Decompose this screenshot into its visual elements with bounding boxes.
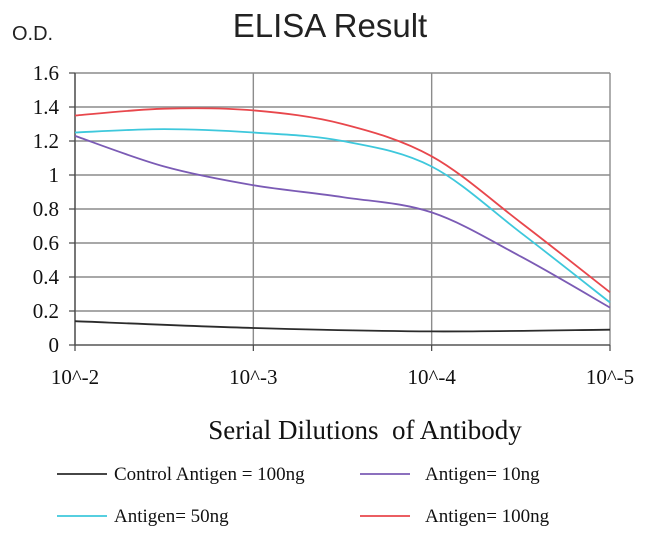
series-line-1: [74, 320, 611, 333]
y-tick-label: 0.6: [33, 231, 59, 255]
chart-title: ELISA Result: [233, 7, 427, 44]
series-line-4: [74, 107, 611, 294]
legend-label-3: Antigen= 50ng: [114, 506, 229, 527]
x-tick-label: 10^-3: [229, 365, 277, 389]
y-tick-label: 0.2: [33, 299, 59, 323]
y-tick-label: 0.8: [33, 197, 59, 221]
y-tick-label: 1.6: [33, 61, 59, 85]
y-tick-label: 0.4: [33, 265, 60, 289]
x-axis-label: Serial Dilutions of Antibody: [208, 415, 522, 445]
legend: Control Antigen = 100ng Antigen= 10ng Anti…: [57, 464, 550, 527]
legend-label-4: Antigen= 100ng: [425, 506, 550, 527]
x-tick-label: 10^-4: [407, 365, 456, 389]
y-tick-label: 0: [49, 333, 60, 357]
ticks-layer: 0 0.2 0.4 0.6 0.8 1 1.2 1.4 1.6 10^-2 10^-3 10^-4 10…: [33, 61, 634, 389]
x-tick-label: 10^-5: [586, 365, 634, 389]
legend-label-2: Antigen= 10ng: [425, 464, 540, 485]
series-line-2: [74, 135, 611, 309]
grid-layer: [75, 72, 611, 345]
series-line-3: [74, 128, 611, 304]
y-tick-label: 1: [49, 163, 60, 187]
series-layer: [74, 107, 611, 333]
y-tick-label: 1.4: [33, 95, 60, 119]
y-tick-label: 1.2: [33, 129, 59, 153]
y-axis-label: O.D.: [12, 23, 53, 45]
x-tick-label: 10^-2: [51, 365, 99, 389]
legend-label-1: Control Antigen = 100ng: [114, 464, 305, 485]
